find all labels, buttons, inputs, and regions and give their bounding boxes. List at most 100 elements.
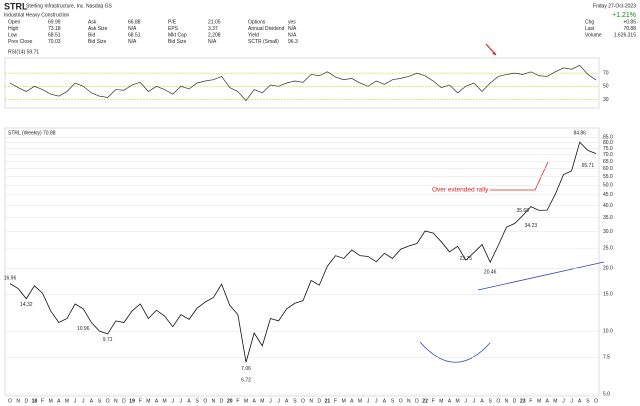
summary-value: 70.88 [623,26,636,32]
rsi-panel [4,57,600,109]
y-tick-label: 50.0 [603,183,613,189]
field-label: Mkt Cap [168,32,187,38]
x-tick-label: A [252,398,256,404]
x-tick-label: O [301,398,305,404]
x-tick-label: A [448,398,452,404]
x-tick-label: S [391,398,395,404]
x-tick-label: 20 [227,398,233,404]
x-tick-label: M [358,398,362,404]
x-tick-label: M [146,398,150,404]
x-tick-label: M [65,398,69,404]
price-label: 7.06 [241,366,251,372]
price-label: 20.46 [484,270,497,276]
x-tick-label: O [8,398,12,404]
x-tick-label: A [350,398,354,404]
x-tick-label: J [367,398,370,404]
y-tick-label: 7.5 [603,355,610,361]
x-tick-label: A [155,398,159,404]
price-line [9,141,597,363]
x-tick-label: M [260,398,264,404]
x-tick-label: F [529,398,532,404]
x-tick-label: A [383,398,387,404]
summary-label: Chg [585,19,594,25]
y-tick-label: 40.0 [603,203,613,209]
x-tick-label: M [49,398,53,404]
x-tick-label: F [139,398,142,404]
y-tick-label: 5.0 [603,391,610,397]
x-tick-label: M [163,398,167,404]
x-tick-label: A [545,398,549,404]
summary-label: Last [585,26,595,32]
x-tick-label: N [505,398,509,404]
x-tick-label: O [594,398,598,404]
summary-label: Volume [585,32,602,38]
x-tick-label: J [180,398,183,404]
x-tick-label: 18 [32,398,38,404]
x-tick-label: 19 [129,398,135,404]
price-panel [4,127,600,397]
x-tick-label: F [432,398,435,404]
price-label: 6.72 [241,378,251,384]
field-label: Bid Size [168,39,187,45]
y-tick-label: 30.0 [603,229,613,235]
x-tick-label: A [285,398,289,404]
x-tick-label: O [399,398,403,404]
x-tick-label: J [172,398,175,404]
x-tick-label: D [513,398,517,404]
field-value: 2,208 [208,32,221,38]
x-tick-label: J [570,398,573,404]
price-label: 23.75 [460,256,473,262]
summary-value: +0.85 [623,19,636,25]
x-tick-label: M [537,398,541,404]
chart-title: STRL (Weekly) 70.88 [8,130,56,136]
field-label: EPS [168,26,179,32]
price-label: 14.32 [20,302,33,308]
field-value: N/A [208,39,217,45]
field-value: N/A [288,32,297,38]
x-tick-label: F [236,398,239,404]
field-value: 3.37 [208,26,218,32]
field-label: Ask Size [88,26,108,32]
x-tick-label: D [122,398,126,404]
field-label: Prev Close [8,39,33,45]
y-tick-label: 65.0 [603,159,613,165]
rsi-line [9,64,597,102]
field-label: Bid [88,32,95,38]
rsi-tick-label: 70 [603,70,609,76]
x-tick-label: N [407,398,411,404]
x-tick-label: O [203,398,207,404]
x-tick-label: D [415,398,419,404]
x-tick-label: M [439,398,443,404]
rsi-title: RSI(14) 59.71 [8,49,39,55]
field-label: Ask [88,19,97,25]
field-label: SCTR (Small) [248,39,279,45]
y-tick-label: 25.0 [603,245,613,251]
y-tick-label: 10.0 [603,328,613,334]
price-label: 35.68 [516,208,529,214]
annotation: Over extended rally [432,187,489,194]
price-label: 34.23 [525,223,538,229]
x-tick-label: F [334,398,337,404]
y-tick-label: 35.0 [603,215,613,221]
x-tick-label: M [342,398,346,404]
x-tick-label: N [16,398,20,404]
y-tick-label: 20.0 [603,266,613,272]
field-label: Low [8,32,18,38]
x-tick-label: J [82,398,85,404]
support-arc [419,341,491,363]
change-pct: +1.21% [612,12,636,19]
y-tick-label: 75.0 [603,146,613,152]
price-label: 9.71 [103,337,113,343]
field-label: Yield [248,32,259,38]
x-tick-label: A [90,398,94,404]
x-tick-label: J [277,398,280,404]
symbol: STRL [4,1,28,11]
y-tick-label: 85.0 [603,135,613,141]
field-label: High [8,26,19,32]
y-tick-label: 55.0 [603,174,613,180]
x-tick-label: O [106,398,110,404]
field-value: 21.05 [208,19,221,25]
x-tick-label: F [41,398,44,404]
x-tick-label: A [57,398,61,404]
